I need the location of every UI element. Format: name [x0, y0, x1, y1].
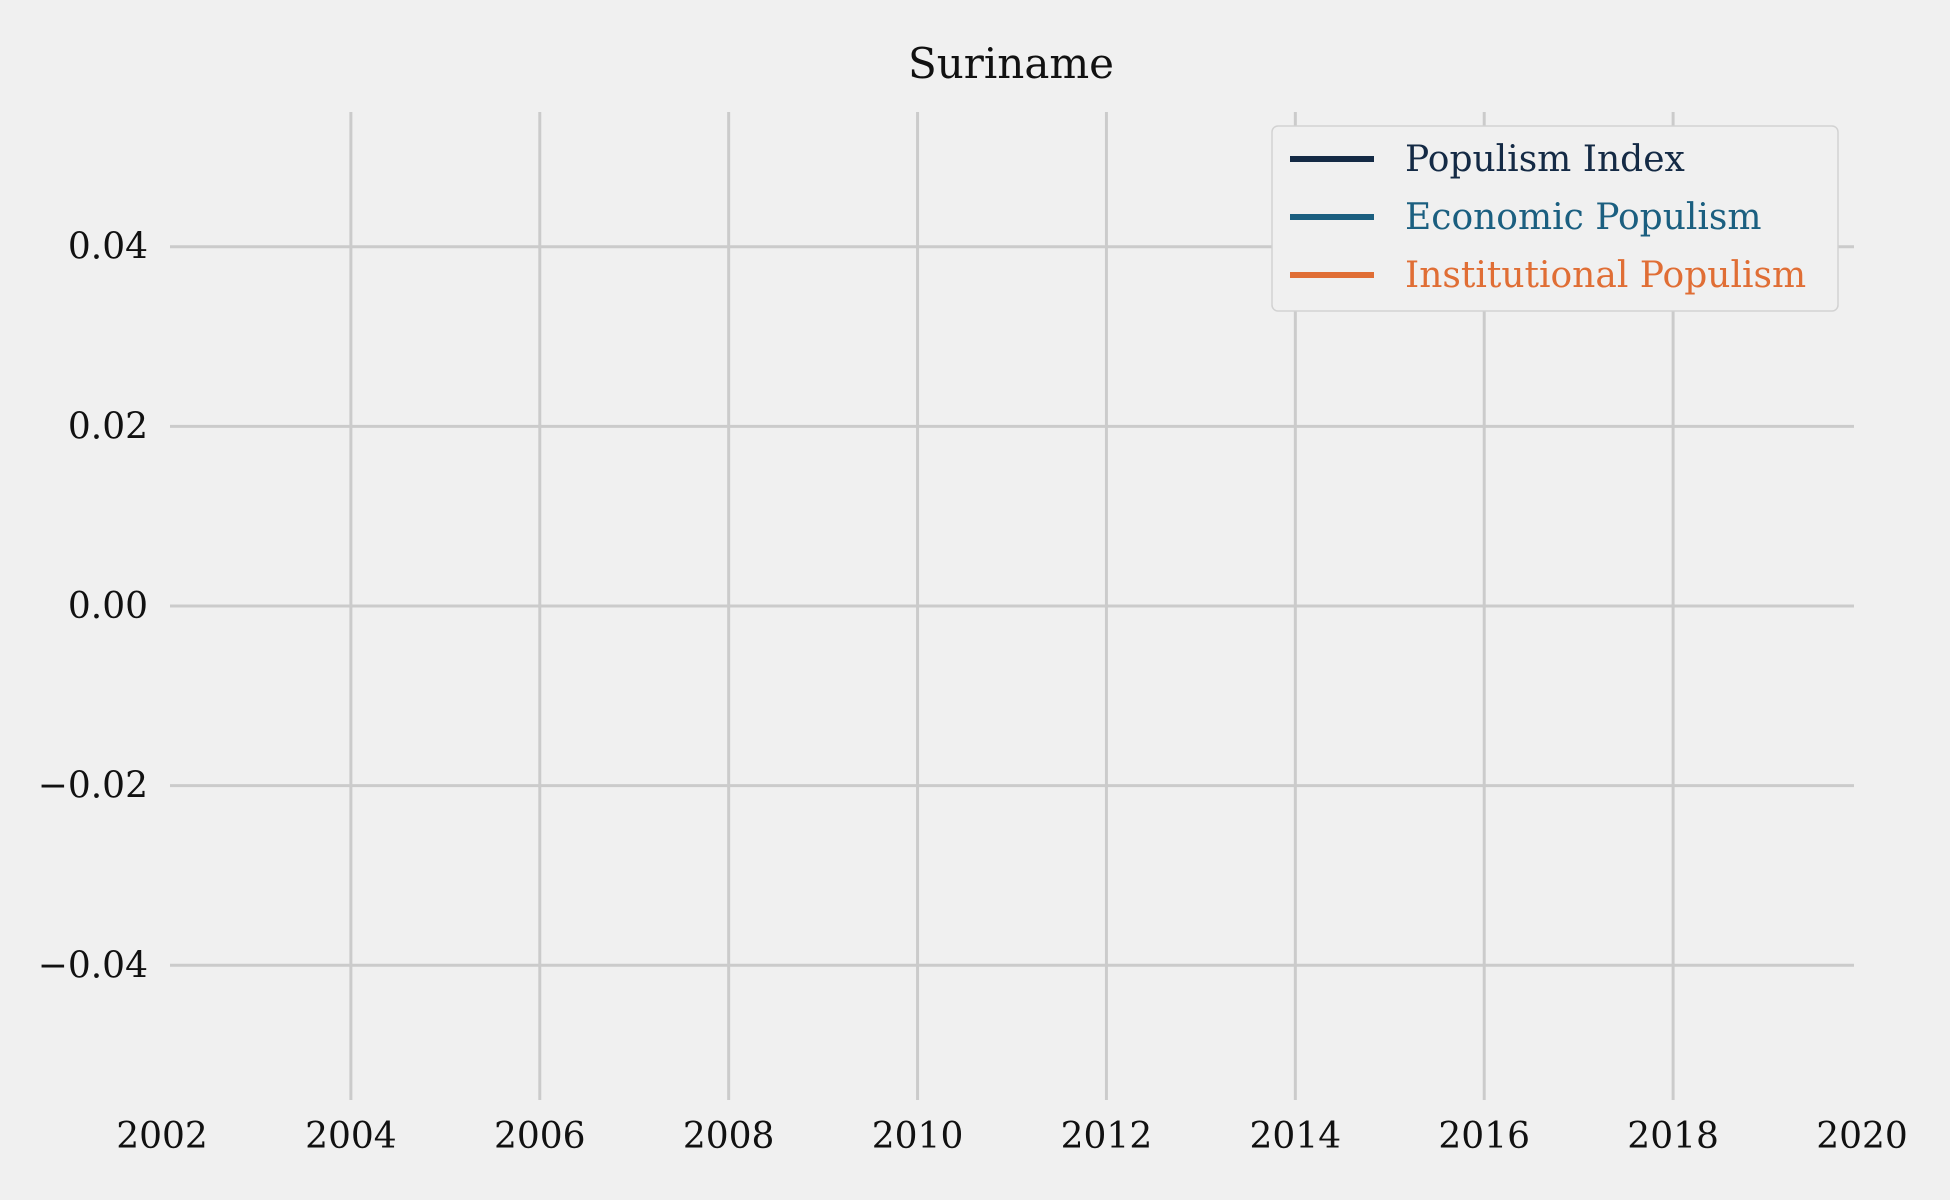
y-tick-label: 0.02 — [68, 406, 148, 447]
x-axis-ticks: 2002 2004 2006 2008 2010 2012 2014 2016 2018 2020 — [116, 1116, 1908, 1157]
legend-label: Populism Index — [1405, 139, 1685, 180]
legend-label: Economic Populism — [1405, 197, 1762, 238]
y-axis-ticks: −0.04 −0.02 0.00 0.02 0.04 — [38, 227, 148, 987]
x-tick-label: 2016 — [1438, 1116, 1530, 1157]
x-tick-label: 2002 — [116, 1116, 208, 1157]
legend: Populism Index Economic Populism Instituti… — [1271, 125, 1839, 312]
x-tick-label: 2020 — [1816, 1116, 1908, 1157]
x-tick-label: 2010 — [872, 1116, 964, 1157]
chart-title: Suriname — [908, 39, 1114, 88]
x-tick-label: 2018 — [1627, 1116, 1719, 1157]
legend-label: Institutional Populism — [1405, 255, 1806, 296]
y-tick-label: 0.04 — [68, 227, 148, 268]
y-tick-label: −0.04 — [38, 945, 148, 986]
x-tick-label: 2012 — [1061, 1116, 1153, 1157]
x-tick-label: 2004 — [305, 1116, 397, 1157]
y-tick-label: −0.02 — [38, 766, 148, 807]
legend-box — [1271, 125, 1839, 312]
x-tick-label: 2006 — [494, 1116, 586, 1157]
x-tick-label: 2008 — [683, 1116, 775, 1157]
y-tick-label: 0.00 — [68, 586, 148, 627]
x-tick-label: 2014 — [1250, 1116, 1342, 1157]
